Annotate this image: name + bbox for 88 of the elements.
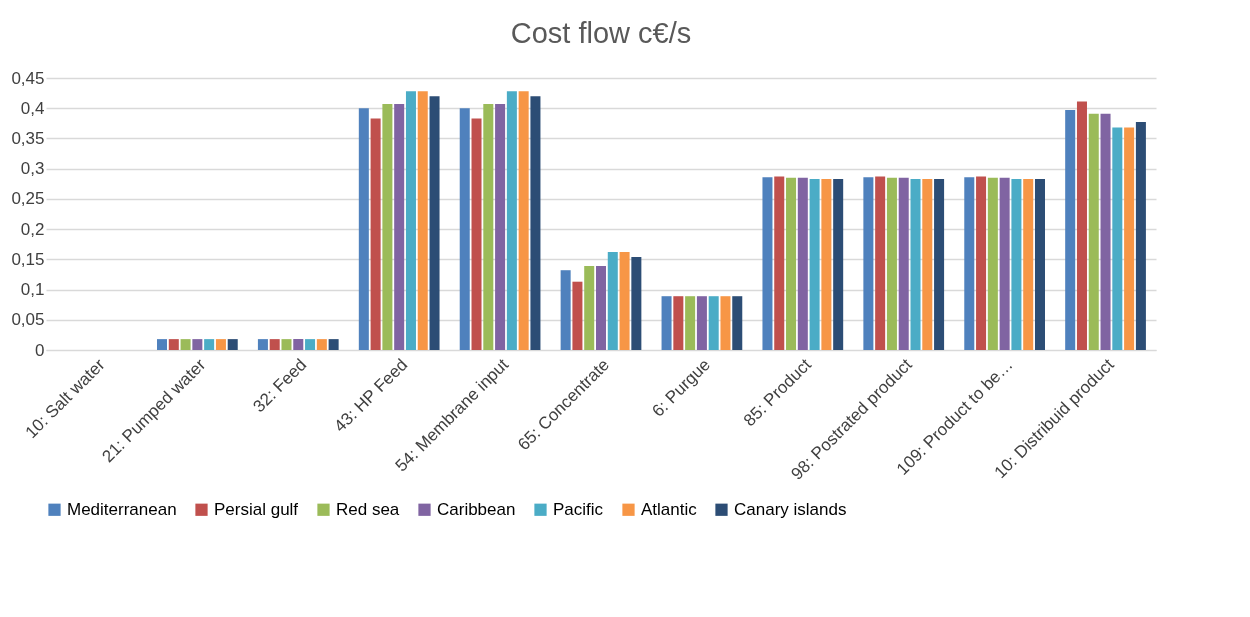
bar: [417, 91, 428, 350]
bar: [471, 118, 482, 350]
bar: [607, 252, 618, 350]
bar: [394, 103, 405, 350]
bar: [157, 339, 168, 350]
bar: [518, 91, 529, 350]
y-tick-label: 0,4: [20, 98, 45, 118]
bar: [1124, 127, 1135, 350]
legend-label: Caribbean: [437, 499, 516, 519]
bar: [631, 256, 642, 350]
bar: [1011, 178, 1022, 350]
bar: [257, 339, 268, 350]
bar: [898, 177, 909, 350]
bar: [964, 177, 975, 350]
bar: [976, 176, 987, 350]
bar: [762, 177, 773, 350]
bar: [797, 177, 808, 350]
bar: [821, 178, 832, 350]
bar: [987, 177, 998, 350]
bar: [227, 339, 238, 350]
bar: [1100, 113, 1111, 350]
bar: [1065, 110, 1076, 350]
bar: [934, 178, 945, 350]
legend-label: Red sea: [336, 499, 400, 519]
bar: [910, 178, 921, 350]
bar: [382, 103, 393, 350]
bar: [999, 177, 1010, 350]
y-tick-label: 0,05: [11, 310, 45, 330]
bar: [584, 265, 595, 350]
bar: [732, 296, 743, 350]
bar: [720, 296, 731, 350]
bar: [673, 296, 684, 350]
bar: [786, 177, 797, 350]
legend-label: Atlantic: [641, 499, 698, 519]
bar: [572, 281, 583, 350]
bar: [180, 339, 191, 350]
bar: [269, 339, 280, 350]
y-tick-label: 0,2: [20, 219, 45, 239]
legend-label: Canary islands: [734, 499, 847, 519]
y-tick-label: 0,25: [11, 189, 45, 209]
bar: [215, 339, 226, 350]
bar: [483, 103, 494, 350]
bar: [305, 339, 316, 350]
bar: [530, 96, 541, 350]
bar: [281, 339, 292, 350]
bar: [168, 339, 179, 350]
y-tick-label: 0,45: [11, 68, 45, 88]
bar: [875, 176, 886, 350]
bar: [1135, 122, 1146, 350]
bar: [886, 177, 897, 350]
bar: [774, 176, 785, 350]
bar: [595, 265, 607, 350]
bar: [1076, 101, 1087, 350]
legend-label: Persial gulf: [214, 499, 299, 519]
bar: [1088, 113, 1099, 350]
bar: [560, 270, 571, 350]
bar: [708, 296, 719, 350]
chart-title: Cost flow c€/s: [510, 17, 692, 49]
bar: [293, 339, 304, 350]
bar: [429, 96, 440, 350]
bar: [192, 339, 203, 350]
bar: [370, 118, 381, 350]
bar: [459, 108, 470, 350]
bar: [405, 91, 416, 350]
bar: [661, 296, 672, 350]
legend-label: Pacific: [553, 499, 604, 519]
y-tick-label: 0: [35, 340, 45, 360]
bar: [316, 339, 327, 350]
y-tick-label: 0,15: [11, 249, 45, 269]
bar: [685, 296, 696, 350]
bar: [922, 178, 933, 350]
bar: [204, 339, 215, 350]
bar: [506, 91, 517, 350]
bar: [328, 339, 339, 350]
bar: [833, 178, 844, 350]
bar: [809, 178, 820, 350]
bar: [619, 252, 630, 350]
bar: [696, 296, 707, 350]
bar: [1023, 178, 1034, 350]
y-tick-label: 0,3: [20, 159, 45, 179]
bar: [1112, 127, 1123, 350]
y-tick-label: 0,1: [20, 280, 45, 300]
y-tick-label: 0,35: [11, 128, 45, 148]
bar: [863, 177, 874, 350]
bar: [1034, 178, 1045, 350]
legend-label: Mediterranean: [67, 499, 177, 519]
bar: [358, 108, 369, 350]
bar: [495, 103, 506, 350]
